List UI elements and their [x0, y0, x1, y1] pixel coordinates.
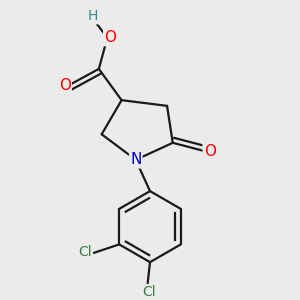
Text: Cl: Cl [78, 244, 92, 259]
Text: O: O [204, 144, 216, 159]
Text: H: H [88, 9, 98, 23]
Text: Cl: Cl [142, 285, 155, 299]
Text: O: O [59, 79, 71, 94]
Text: O: O [104, 30, 116, 45]
Text: N: N [130, 152, 142, 167]
